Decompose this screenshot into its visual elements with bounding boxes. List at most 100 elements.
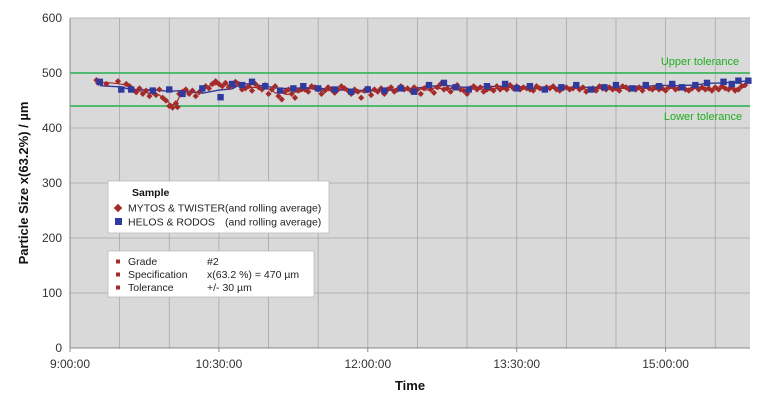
mytos-data-point bbox=[222, 79, 229, 87]
x-tick-label: 9:00:00 bbox=[50, 357, 90, 371]
info-label-grade: Grade bbox=[128, 256, 157, 268]
mytos-data-point bbox=[447, 88, 454, 95]
mytos-data-point bbox=[506, 81, 514, 89]
data-series bbox=[93, 77, 752, 111]
helos-data-point bbox=[678, 84, 686, 91]
helos-data-point bbox=[397, 85, 405, 92]
y-tick-label: 500 bbox=[42, 66, 62, 80]
helos-data-point bbox=[513, 85, 520, 92]
mytos-data-point bbox=[368, 91, 375, 99]
mytos-data-point bbox=[205, 85, 213, 92]
helos-data-point bbox=[290, 85, 297, 92]
helos-data-point bbox=[238, 81, 246, 89]
helos-data-point bbox=[642, 81, 649, 89]
y-tick-label: 100 bbox=[42, 286, 62, 300]
mytos-data-point bbox=[503, 86, 510, 93]
mytos-data-point bbox=[156, 86, 163, 93]
info-bullet-icon bbox=[116, 272, 120, 277]
helos-data-point bbox=[655, 83, 663, 90]
mytos-data-point bbox=[103, 80, 110, 88]
mytos-data-point bbox=[146, 92, 153, 100]
helos-data-point bbox=[314, 85, 322, 92]
x-tick-label: 15:00:00 bbox=[642, 357, 689, 371]
helos-data-point bbox=[199, 85, 206, 92]
info-value-tolerance: +/- 30 µm bbox=[207, 282, 252, 294]
mytos-data-point bbox=[354, 88, 361, 95]
legend-box: Sample MYTOS & TWISTER (and rolling aver… bbox=[107, 180, 330, 234]
x-tick-label: 10:30:00 bbox=[196, 357, 243, 371]
mytos-data-point bbox=[142, 87, 150, 94]
helos-data-point bbox=[558, 84, 565, 91]
mytos-data-point bbox=[358, 94, 365, 101]
mytos-data-point bbox=[318, 90, 325, 98]
y-axis-title: Particle Size x(63.2%) / µm bbox=[16, 102, 31, 265]
mytos-data-point bbox=[169, 104, 176, 111]
x-tick-label: 12:00:00 bbox=[344, 357, 391, 371]
helos-data-point bbox=[96, 78, 103, 85]
helos-data-point bbox=[483, 83, 491, 90]
lower-tolerance-label: Lower tolerance bbox=[664, 111, 742, 123]
helos-data-point bbox=[410, 88, 418, 95]
helos-data-point bbox=[541, 86, 549, 93]
mytos-data-point bbox=[186, 90, 193, 98]
mytos-data-point bbox=[460, 87, 467, 94]
mytos-data-point bbox=[430, 89, 438, 96]
x-tick-label: 13:30:00 bbox=[493, 357, 540, 371]
info-label-specification: Specification bbox=[128, 269, 188, 281]
mytos-data-point bbox=[248, 87, 256, 94]
helos-data-point bbox=[440, 79, 448, 87]
mytos-data-point bbox=[374, 88, 381, 95]
legend-entry-note: (and rolling average) bbox=[225, 203, 321, 215]
y-tick-label: 400 bbox=[42, 121, 62, 135]
mytos-data-point bbox=[114, 78, 122, 85]
mytos-data-point bbox=[136, 85, 143, 92]
helos-data-point bbox=[573, 81, 580, 89]
legend-entry-note: (and rolling average) bbox=[225, 217, 321, 229]
helos-data-point bbox=[587, 86, 595, 93]
helos-data-point bbox=[228, 80, 236, 88]
mytos-data-point bbox=[305, 88, 312, 95]
info-value-specification: x(63.2 %) = 470 µm bbox=[207, 269, 299, 281]
mytos-data-point bbox=[139, 90, 146, 98]
mytos-data-point bbox=[387, 84, 395, 91]
info-box: Grade #2 Specification x(63.2 %) = 470 µ… bbox=[107, 250, 315, 298]
mytos-data-point bbox=[417, 90, 424, 98]
mytos-data-point bbox=[321, 87, 328, 94]
mytos-data-point bbox=[493, 83, 500, 90]
helos-data-point bbox=[364, 86, 372, 93]
helos-data-point bbox=[501, 80, 509, 88]
helos-data-point bbox=[300, 83, 307, 90]
tolerance-lines bbox=[70, 72, 750, 107]
info-bullet-icon bbox=[116, 259, 120, 264]
helos-data-point bbox=[601, 84, 608, 91]
x-axis-title: Time bbox=[395, 378, 425, 393]
mytos-data-point bbox=[470, 83, 477, 90]
helos-data-point bbox=[248, 78, 256, 85]
helos-data-point bbox=[669, 80, 676, 88]
helos-data-point bbox=[745, 77, 752, 84]
axes: 0 100 200 300 400 500 600 9:00:00 10:30:00 12:00:… bbox=[42, 11, 750, 371]
helos-data-point bbox=[331, 86, 338, 93]
helos-data-point bbox=[526, 83, 534, 90]
helos-data-point bbox=[692, 81, 699, 89]
legend-title: Sample bbox=[132, 187, 170, 199]
helos-data-point bbox=[612, 81, 620, 89]
mytos-data-point bbox=[192, 92, 199, 100]
mytos-data-point bbox=[162, 97, 170, 104]
legend-entry-label: HELOS & RODOS bbox=[128, 217, 215, 229]
helos-data-point bbox=[728, 80, 736, 88]
mytos-data-point bbox=[444, 85, 451, 92]
y-tick-label: 600 bbox=[42, 11, 62, 25]
mytos-data-point bbox=[268, 86, 275, 93]
helos-data-point bbox=[166, 86, 173, 93]
helos-data-point bbox=[629, 85, 636, 92]
helos-data-point bbox=[118, 86, 125, 93]
helos-data-point bbox=[720, 78, 727, 85]
helos-data-point bbox=[425, 81, 433, 89]
mytos-data-point bbox=[434, 84, 441, 91]
helos-data-point bbox=[217, 94, 224, 101]
y-tick-label: 0 bbox=[55, 341, 62, 355]
mytos-data-point bbox=[477, 84, 484, 91]
